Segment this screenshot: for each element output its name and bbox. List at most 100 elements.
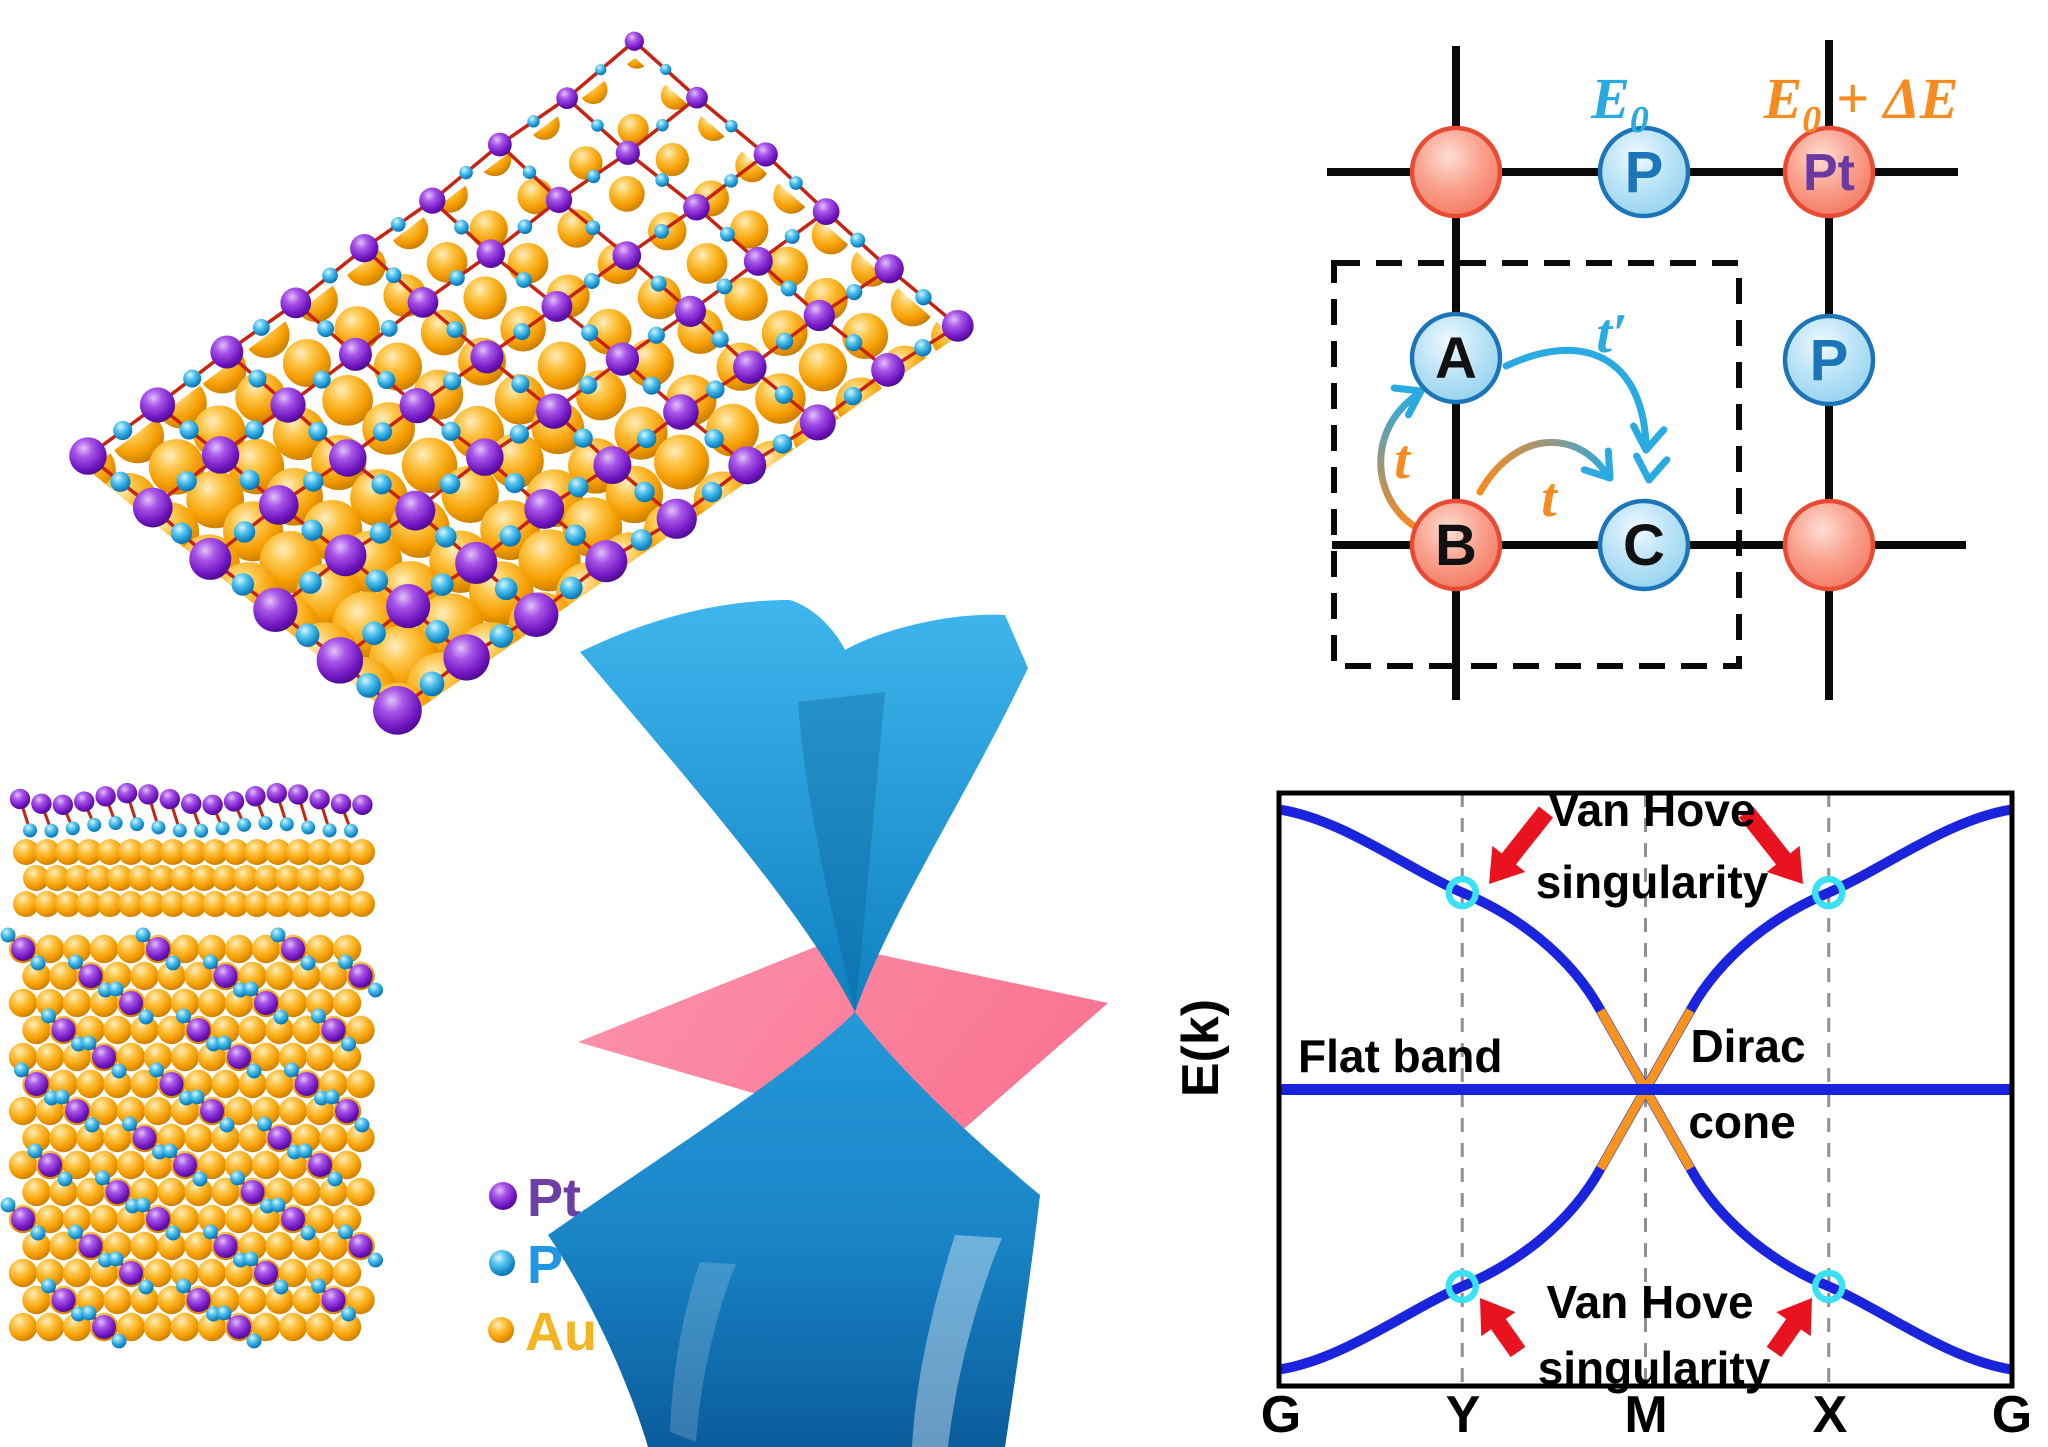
au-atom (35, 934, 65, 964)
au-atom (251, 1150, 281, 1180)
au-atom (49, 1231, 78, 1261)
au-atom (275, 865, 301, 891)
au-atom (319, 1177, 348, 1207)
au-atom (278, 1096, 308, 1126)
p-atom (341, 1306, 356, 1322)
pt-atom (213, 1234, 238, 1258)
au-atom (223, 839, 249, 865)
p-atom (591, 119, 604, 132)
p-atom (369, 522, 392, 544)
vh-bottom-annotation-line1: Van Hove (1546, 1276, 1753, 1328)
pt-atom (812, 198, 840, 225)
p-atom (499, 525, 522, 547)
pt-atom (288, 784, 309, 805)
au-atom (332, 934, 362, 964)
pt-atom (348, 964, 373, 988)
flat-band-annotation: Flat band (1298, 1030, 1502, 1082)
p-atom (108, 816, 123, 831)
pt-atom (139, 387, 176, 423)
p-atom (84, 1117, 100, 1133)
p-atom (301, 820, 316, 835)
pt-atom (266, 782, 287, 804)
p-atom (0, 1197, 16, 1213)
pt-atom (31, 793, 52, 814)
pt-atom (941, 309, 974, 342)
au-atom (197, 1258, 227, 1288)
au-atom (346, 1069, 375, 1099)
au-atom (686, 243, 728, 284)
au-atom (238, 1231, 267, 1261)
p-atom (27, 1143, 43, 1159)
p-atom (149, 1062, 164, 1078)
p-atom (176, 1278, 191, 1294)
au-atom (143, 1042, 173, 1072)
au-atom (103, 1015, 132, 1045)
p-atom (138, 1279, 154, 1295)
au-atom (292, 1231, 321, 1261)
au-atom (55, 891, 81, 917)
p-atom (419, 671, 445, 697)
pt-atom (476, 239, 506, 268)
p-atom (850, 232, 866, 248)
pt-atom (74, 791, 95, 812)
au-atom (143, 1312, 173, 1342)
p-atom (41, 1008, 56, 1024)
au-atom (292, 961, 321, 991)
au-atom (170, 934, 200, 964)
arrowhead-chevron-icon (1645, 456, 1671, 484)
p-atom (380, 319, 398, 337)
pt-atom (65, 1099, 89, 1123)
arrowhead-chevron-icon (1390, 384, 1425, 395)
pt-atom (395, 490, 436, 531)
pt-atom (38, 1153, 62, 1177)
p-atom (303, 471, 324, 492)
au-atom (13, 891, 39, 917)
p-atom (725, 119, 738, 133)
onsite-energy-pt-label: E0 + ΔE (1763, 66, 1959, 141)
pt-atom (728, 446, 767, 485)
p-atom (719, 226, 735, 242)
p-atom (327, 1171, 343, 1187)
au-atom (265, 891, 291, 917)
au-atom (278, 1150, 308, 1180)
au-atom (157, 1123, 186, 1153)
pt-atom (335, 1099, 359, 1123)
xtick-m: M (1624, 1386, 1667, 1444)
au-atom (305, 1096, 335, 1126)
au-atom (197, 1042, 227, 1072)
au-atom (116, 1150, 146, 1180)
au-atom (76, 1177, 105, 1207)
p-atom (165, 955, 181, 971)
au-atom (143, 1150, 173, 1180)
p-atom (430, 573, 454, 596)
au-atom (557, 209, 596, 248)
au-atom (349, 891, 375, 917)
pt-atom (338, 337, 372, 371)
au-atom (265, 1015, 294, 1045)
pt-atom (803, 299, 835, 332)
pt-atom (159, 1072, 184, 1096)
p-atom (655, 173, 669, 187)
p-atom (647, 326, 665, 344)
au-legend-sphere-icon (488, 1317, 514, 1343)
pt-atom (443, 634, 490, 681)
p-atom (513, 323, 531, 341)
au-atom (224, 934, 254, 964)
p-atom (95, 1170, 110, 1186)
p-atom (14, 1062, 29, 1078)
pt-atom (874, 254, 904, 284)
au-atom (35, 1312, 65, 1342)
au-atom (170, 988, 200, 1018)
au-atom (251, 1096, 281, 1126)
au-atom (317, 865, 343, 891)
p-atom (716, 278, 733, 295)
au-atom (181, 891, 207, 917)
red-arrow-icon (1738, 806, 1803, 884)
pt-atom (321, 1018, 346, 1042)
pt-atom (419, 187, 446, 214)
au-atom (319, 961, 348, 991)
hopping-t-left-label: t (1394, 429, 1411, 491)
hopping-t-prime-label: t′ (1596, 303, 1627, 365)
pt-atom (173, 1153, 197, 1177)
p-atom (311, 1008, 326, 1024)
